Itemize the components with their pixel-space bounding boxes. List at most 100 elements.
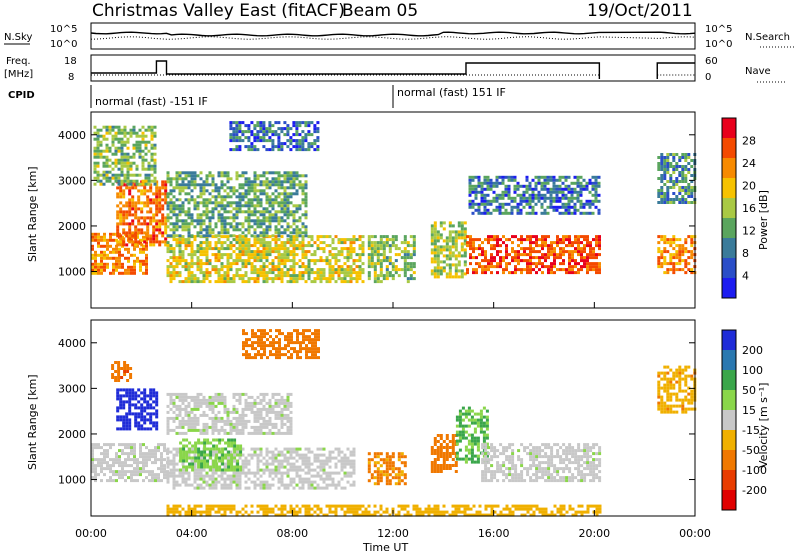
heatmap-cell [96,152,100,156]
heatmap-cell [100,479,103,483]
heatmap-cell [331,256,335,260]
heatmap-cell [232,139,236,143]
heatmap-cell [202,395,206,399]
heatmap-cell [91,443,94,447]
heatmap-cell [472,244,475,248]
heatmap-cell [274,474,278,478]
heatmap-cell [301,183,305,187]
heatmap-cell [205,183,209,187]
heatmap-cell [229,244,233,248]
heatmap-cell [328,456,332,460]
heatmap-cell [131,403,135,407]
heatmap-cell [211,235,215,239]
heatmap-cell [304,121,308,125]
heatmap-cell [238,250,242,254]
heatmap-cell [663,192,667,195]
heatmap-cell [684,262,688,266]
heatmap-cell [439,248,443,252]
heatmap-cell [241,247,245,251]
heatmap-cell [268,462,272,466]
heatmap-cell [555,205,559,209]
heatmap-cell [196,244,200,248]
heatmap-cell [514,271,517,275]
heatmap-cell [97,262,100,266]
heatmap-cell [534,175,538,179]
heatmap-cell [579,184,583,188]
heatmap-cell [277,222,281,226]
heatmap-cell [172,447,176,451]
heatmap-cell [319,259,323,263]
y-tick-label: 2000 [58,220,86,233]
heatmap-cell [152,391,156,395]
heatmap-cell [220,241,224,245]
heatmap-cell [313,474,317,478]
heatmap-cell [274,277,278,281]
heatmap-cell [139,259,142,263]
heatmap-cell [277,277,281,281]
heatmap-cell [568,238,571,242]
heatmap-cell [250,133,254,137]
heatmap-cell [111,373,115,376]
heatmap-cell [199,468,203,472]
heatmap-cell [217,259,221,263]
heatmap-cell [118,473,121,477]
heatmap-cell [436,269,440,273]
heatmap-cell [562,235,565,239]
heatmap-cell [265,247,269,251]
heatmap-cell [259,180,263,184]
heatmap-cell [112,268,115,272]
heatmap-cell [298,148,302,152]
heatmap-cell [469,247,472,251]
heatmap-cell [262,192,266,196]
heatmap-cell [304,456,308,460]
heatmap-cell [136,461,139,465]
heatmap-cell [298,180,302,184]
heatmap-cell [235,398,239,402]
y-tick-label: 4000 [58,129,86,142]
heatmap-cell [205,189,209,193]
heatmap-cell [513,175,517,179]
heatmap-cell [148,455,151,459]
heatmap-cell [480,187,484,191]
heatmap-cell [140,424,144,428]
heatmap-cell [262,416,266,420]
heatmap-cell [274,213,278,217]
heatmap-cell [123,364,127,367]
heatmap-cell [307,471,311,475]
heatmap-cell [334,259,338,263]
heatmap-cell [208,231,212,235]
heatmap-cell [175,177,179,181]
heatmap-cell [109,470,112,474]
heatmap-cell [244,136,248,140]
heatmap-cell [528,202,532,206]
heatmap-cell [205,250,209,254]
heatmap-cell [238,198,242,202]
heatmap-cell [292,244,296,248]
freq-trace [91,60,695,79]
heatmap-cell [145,247,148,251]
heatmap-cell [190,256,194,260]
heatmap-cell [379,262,383,266]
heatmap-cell [277,142,281,146]
heatmap-cell [660,250,664,254]
heatmap-cell [663,271,667,275]
heatmap-cell [678,268,682,272]
heatmap-cell [517,256,520,260]
heatmap-cell [519,184,523,188]
heatmap-cell [140,210,144,214]
heatmap-cell [666,159,670,162]
heatmap-cell [277,465,281,469]
heatmap-cell [280,130,284,134]
heatmap-cell [534,184,538,188]
heatmap-cell [253,450,257,454]
heatmap-cell [155,180,159,184]
heatmap-cell [108,170,112,174]
heatmap-cell [316,486,320,490]
heatmap-cell [253,219,257,223]
heatmap-cell [373,241,377,245]
heatmap-cell [241,468,245,472]
heatmap-cell [295,145,299,149]
heatmap-cell [304,139,308,143]
heatmap-cell [547,247,550,251]
heatmap-cell [214,459,218,463]
